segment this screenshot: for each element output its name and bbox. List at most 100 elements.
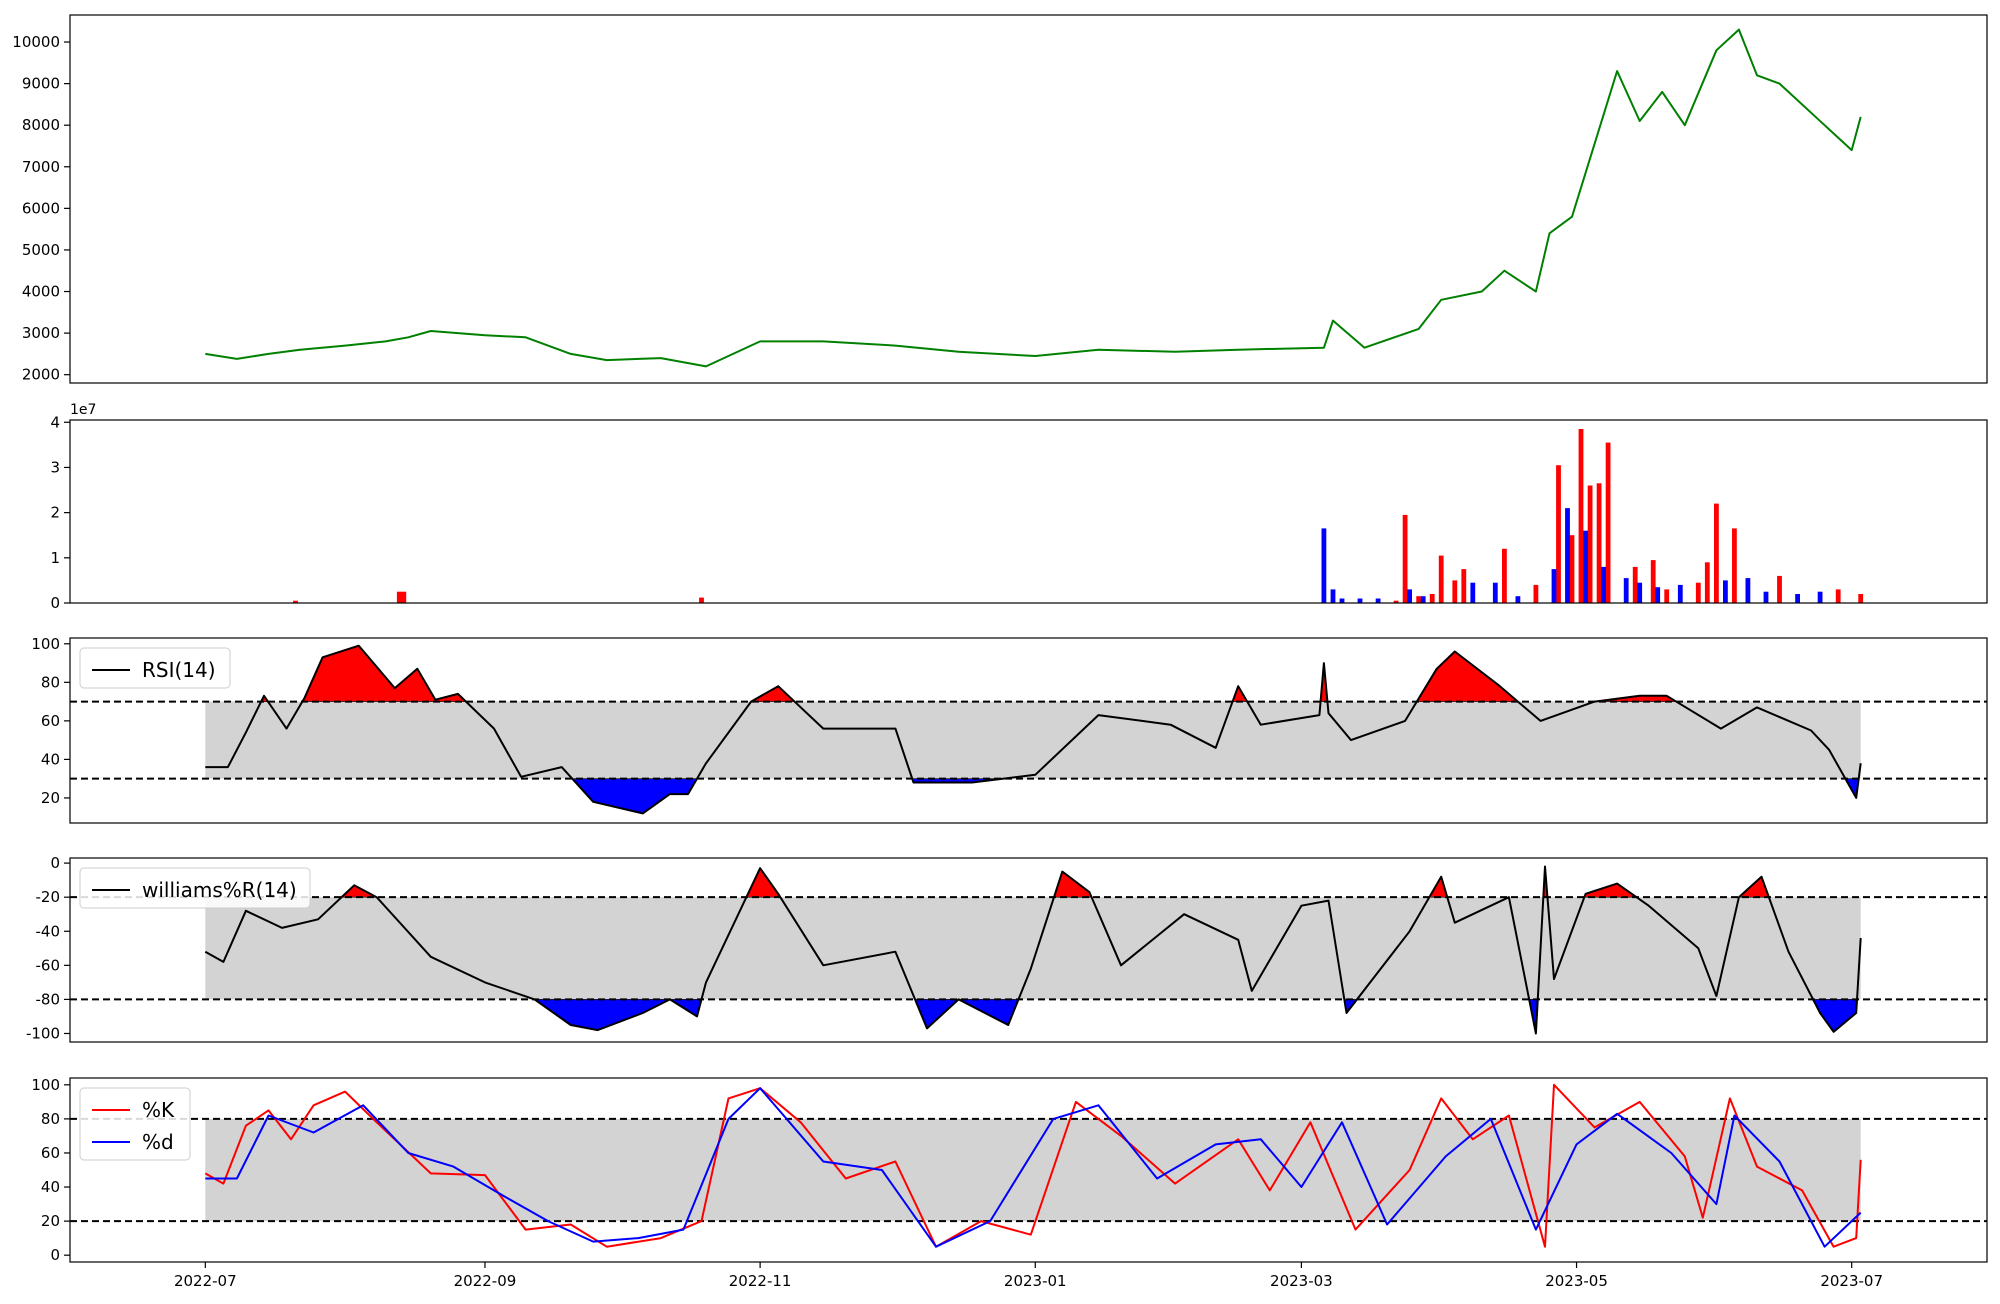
y-tick-label: 100 bbox=[31, 635, 60, 653]
volume-bar bbox=[1650, 560, 1656, 603]
volume-bar bbox=[1375, 598, 1381, 603]
volume-bar bbox=[401, 591, 407, 603]
series-line-rsi-14- bbox=[205, 644, 1862, 815]
volume-bar bbox=[1817, 591, 1823, 603]
y-tick-label: 3 bbox=[50, 458, 60, 476]
volume-bar bbox=[1339, 598, 1345, 603]
y-tick-label: 4000 bbox=[22, 283, 60, 301]
band-fill bbox=[205, 1118, 1861, 1222]
overbought-fill bbox=[301, 645, 467, 702]
axes-frame bbox=[69, 637, 1988, 824]
x-tick-label: 2022-11 bbox=[729, 1272, 792, 1290]
y-tick-label: -60 bbox=[36, 956, 61, 974]
legend-label: %K bbox=[142, 1098, 175, 1122]
y-tick-label: 80 bbox=[41, 1110, 60, 1128]
y-tick-label: 9000 bbox=[22, 75, 60, 93]
volume-bar bbox=[1429, 594, 1435, 603]
volume-bar bbox=[1452, 580, 1458, 603]
y-tick-label: 8000 bbox=[22, 116, 60, 134]
volume-bar bbox=[1777, 575, 1782, 603]
volume-bar bbox=[1321, 528, 1327, 603]
volume-bar bbox=[1587, 485, 1593, 603]
y-tick-label: -100 bbox=[26, 1024, 60, 1042]
y-tick-label: 20 bbox=[41, 789, 60, 807]
volume-bar bbox=[1677, 584, 1683, 603]
y-tick-label: 6000 bbox=[22, 199, 60, 217]
scale-label: 1e7 bbox=[70, 402, 96, 418]
y-tick-label: 2000 bbox=[22, 366, 60, 384]
x-tick-label: 2022-07 bbox=[174, 1272, 237, 1290]
y-tick-label: -80 bbox=[36, 990, 61, 1008]
volume-bar bbox=[1556, 465, 1561, 603]
volume-bar bbox=[1470, 582, 1476, 603]
axes-frame bbox=[69, 14, 1988, 384]
volume-bar bbox=[1515, 596, 1521, 603]
volume-bar bbox=[1416, 596, 1422, 603]
volume-bar bbox=[1583, 530, 1588, 603]
volume-bar bbox=[1461, 569, 1467, 603]
y-tick-label: 5000 bbox=[22, 241, 60, 259]
volume-bar bbox=[1357, 598, 1363, 603]
y-tick-label: 40 bbox=[41, 1178, 60, 1196]
volume-bar bbox=[1438, 555, 1444, 603]
oversold-fill bbox=[1812, 999, 1858, 1033]
y-tick-label: 60 bbox=[41, 1144, 60, 1162]
volume-bar bbox=[293, 600, 298, 603]
volume-bar bbox=[1632, 566, 1638, 603]
axes-frame bbox=[69, 857, 1988, 1043]
volume-bar bbox=[1605, 442, 1611, 603]
axes-frame bbox=[69, 419, 1988, 604]
y-tick-label: 10000 bbox=[12, 33, 60, 51]
axes-frame bbox=[69, 1077, 1988, 1263]
y-tick-label: 60 bbox=[41, 712, 60, 730]
panel-williams: -100 -80 -60 -40 -20 0 williams%R(14) bbox=[26, 854, 1988, 1043]
overbought-fill bbox=[1053, 871, 1093, 898]
volume-bar bbox=[1551, 569, 1557, 603]
legend-label: williams%R(14) bbox=[142, 878, 297, 902]
y-tick-label: 7000 bbox=[22, 158, 60, 176]
y-tick-label: 100 bbox=[31, 1076, 60, 1094]
volume-bar bbox=[1407, 589, 1412, 603]
oversold-fill bbox=[571, 778, 698, 814]
y-tick-label: 0 bbox=[50, 854, 60, 872]
legend-box bbox=[79, 647, 231, 689]
panel-stochastic: 0 20 40 60 80 100 %K %d bbox=[31, 1076, 1988, 1264]
y-tick-label: 20 bbox=[41, 1212, 60, 1230]
legend-label: RSI(14) bbox=[142, 658, 216, 682]
y-tick-label: 40 bbox=[41, 750, 60, 768]
volume-bar bbox=[1533, 584, 1539, 603]
y-tick-label: 3000 bbox=[22, 324, 60, 342]
y-tick-label: -40 bbox=[36, 922, 61, 940]
volume-bar bbox=[1732, 528, 1737, 603]
panel-rsi: 20 40 60 80 100 RSI(14) bbox=[31, 635, 1988, 824]
y-tick-label: 80 bbox=[41, 673, 60, 691]
x-tick-label: 2023-03 bbox=[1270, 1272, 1333, 1290]
x-tick-label: 2023-05 bbox=[1545, 1272, 1608, 1290]
series-line-price bbox=[205, 28, 1862, 368]
volume-bar bbox=[1492, 582, 1498, 603]
y-tick-label: 4 bbox=[50, 413, 60, 431]
volume-bar bbox=[1745, 578, 1751, 603]
x-tick-label: 2023-07 bbox=[1820, 1272, 1883, 1290]
volume-bar bbox=[1569, 535, 1575, 603]
x-tick-label: 2023-01 bbox=[1004, 1272, 1067, 1290]
x-tick-label: 2022-09 bbox=[454, 1272, 517, 1290]
volume-bar bbox=[1704, 562, 1710, 603]
volume-bar bbox=[1795, 594, 1800, 603]
y-tick-label: -20 bbox=[36, 888, 61, 906]
y-tick-label: 0 bbox=[50, 594, 60, 612]
volume-bar bbox=[1420, 596, 1426, 603]
y-tick-label: 1 bbox=[50, 549, 60, 567]
panel-price: 2000 3000 4000 5000 6000 7000 8000 9000 10000 bbox=[12, 14, 1988, 384]
volume-bar bbox=[1502, 548, 1507, 603]
volume-bar bbox=[1655, 587, 1661, 603]
y-tick-label: 2 bbox=[50, 504, 60, 522]
volume-bar bbox=[1664, 589, 1670, 603]
volume-bar bbox=[1578, 429, 1584, 603]
x-axis: 2022-07 2022-09 2022-11 2023-01 2023-03 2023-… bbox=[174, 1262, 1883, 1290]
volume-bar bbox=[396, 591, 402, 603]
volume-bar bbox=[1858, 594, 1864, 603]
series-line--d bbox=[205, 1087, 1862, 1248]
